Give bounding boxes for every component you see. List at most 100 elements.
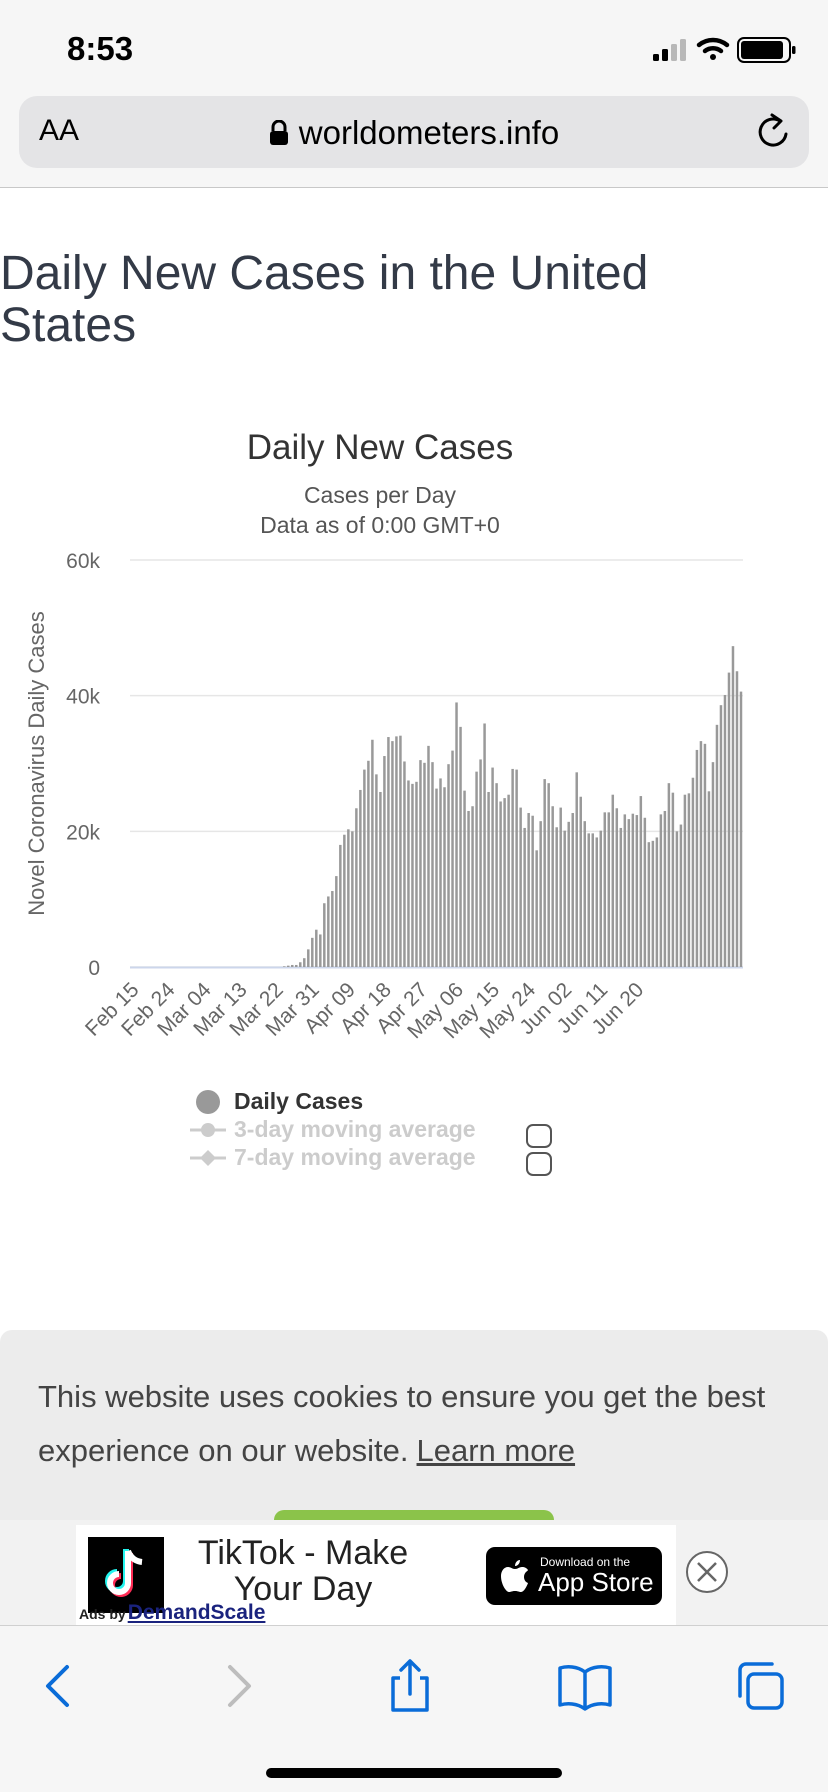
bar[interactable] bbox=[527, 813, 530, 967]
bar[interactable] bbox=[691, 777, 695, 967]
bar[interactable] bbox=[475, 771, 478, 967]
bar[interactable] bbox=[483, 723, 486, 967]
bar[interactable] bbox=[283, 966, 286, 967]
toggle-3day-checkbox[interactable] bbox=[526, 1124, 552, 1148]
bar[interactable] bbox=[311, 937, 314, 967]
bar[interactable] bbox=[699, 741, 703, 967]
bar[interactable] bbox=[315, 929, 318, 967]
bar[interactable] bbox=[343, 834, 346, 967]
bar[interactable] bbox=[719, 705, 723, 967]
bar[interactable] bbox=[611, 794, 615, 967]
reload-icon[interactable] bbox=[753, 112, 793, 152]
bar[interactable] bbox=[543, 779, 546, 967]
bar[interactable] bbox=[675, 831, 679, 967]
bar[interactable] bbox=[375, 774, 378, 967]
bar[interactable] bbox=[371, 739, 374, 967]
bar[interactable] bbox=[367, 760, 370, 967]
bar[interactable] bbox=[383, 756, 386, 967]
bar[interactable] bbox=[335, 876, 338, 967]
bar[interactable] bbox=[427, 745, 430, 967]
bar[interactable] bbox=[615, 808, 619, 967]
legend-item-3day-average[interactable]: 3-day moving average bbox=[190, 1116, 590, 1144]
forward-icon[interactable] bbox=[206, 1656, 266, 1716]
toggle-7day-checkbox[interactable] bbox=[526, 1152, 552, 1176]
bar[interactable] bbox=[727, 672, 731, 967]
bar[interactable] bbox=[563, 830, 566, 967]
bar[interactable] bbox=[307, 949, 310, 967]
bar[interactable] bbox=[299, 962, 302, 967]
bar[interactable] bbox=[579, 796, 582, 967]
bar[interactable] bbox=[551, 806, 554, 967]
bar[interactable] bbox=[663, 810, 667, 967]
bar[interactable] bbox=[491, 767, 494, 967]
bar[interactable] bbox=[479, 759, 482, 967]
bar[interactable] bbox=[619, 827, 623, 967]
bar[interactable] bbox=[435, 788, 438, 967]
bar[interactable] bbox=[431, 762, 434, 967]
bar[interactable] bbox=[639, 796, 643, 967]
bar[interactable] bbox=[595, 837, 599, 967]
back-icon[interactable] bbox=[31, 1656, 91, 1716]
bar[interactable] bbox=[683, 794, 687, 967]
bar[interactable] bbox=[459, 726, 462, 967]
bar[interactable] bbox=[331, 891, 334, 967]
bar[interactable] bbox=[455, 702, 458, 967]
bar[interactable] bbox=[447, 764, 450, 967]
address-bar[interactable]: AA worldometers.info bbox=[19, 96, 809, 168]
bar[interactable] bbox=[511, 768, 514, 967]
bar[interactable] bbox=[703, 743, 707, 967]
bar[interactable] bbox=[355, 808, 358, 967]
bar[interactable] bbox=[659, 814, 663, 967]
bar[interactable] bbox=[687, 793, 691, 967]
url-display[interactable]: worldometers.info bbox=[19, 114, 809, 152]
bar[interactable] bbox=[503, 798, 506, 967]
bar[interactable] bbox=[655, 837, 659, 967]
app-store-badge[interactable]: Download on the App Store bbox=[486, 1547, 662, 1605]
ad-content[interactable]: TikTok - Make Your Day Download on the A… bbox=[76, 1525, 676, 1625]
ads-brand[interactable]: DemandScale bbox=[127, 1601, 266, 1624]
bar[interactable] bbox=[507, 794, 510, 967]
bar[interactable] bbox=[403, 761, 406, 967]
bar[interactable] bbox=[631, 813, 635, 967]
bar[interactable] bbox=[623, 814, 627, 967]
bar[interactable] bbox=[359, 789, 362, 967]
bar[interactable] bbox=[603, 812, 607, 967]
bar[interactable] bbox=[723, 694, 727, 967]
bar[interactable] bbox=[495, 783, 498, 967]
bar[interactable] bbox=[559, 807, 562, 967]
bar[interactable] bbox=[647, 842, 651, 967]
bar[interactable] bbox=[715, 724, 719, 967]
legend-item-daily-cases[interactable]: Daily Cases bbox=[190, 1088, 590, 1116]
bar[interactable] bbox=[295, 964, 298, 967]
bar[interactable] bbox=[635, 815, 639, 967]
bar[interactable] bbox=[607, 812, 611, 967]
bar[interactable] bbox=[567, 821, 570, 967]
bar[interactable] bbox=[423, 762, 426, 967]
learn-more-link[interactable]: Learn more bbox=[416, 1433, 576, 1468]
bar[interactable] bbox=[467, 810, 470, 967]
legend-item-7day-average[interactable]: 7-day moving average bbox=[190, 1144, 590, 1172]
bar[interactable] bbox=[323, 903, 326, 967]
bar[interactable] bbox=[351, 831, 354, 967]
bar[interactable] bbox=[443, 787, 446, 967]
tabs-icon[interactable] bbox=[730, 1656, 790, 1716]
bar[interactable] bbox=[587, 833, 590, 967]
bar[interactable] bbox=[287, 965, 290, 967]
bar[interactable] bbox=[419, 760, 422, 967]
bar[interactable] bbox=[399, 735, 402, 967]
bar[interactable] bbox=[339, 844, 342, 967]
bar[interactable] bbox=[667, 783, 671, 967]
bar[interactable] bbox=[523, 827, 526, 967]
bar[interactable] bbox=[671, 792, 675, 967]
bar[interactable] bbox=[471, 806, 474, 967]
bar[interactable] bbox=[695, 749, 699, 967]
bar[interactable] bbox=[463, 790, 466, 967]
bar[interactable] bbox=[415, 781, 418, 967]
bar[interactable] bbox=[363, 769, 366, 967]
bar[interactable] bbox=[411, 783, 414, 967]
bar[interactable] bbox=[599, 830, 603, 967]
bar[interactable] bbox=[291, 964, 294, 967]
bar[interactable] bbox=[395, 736, 398, 967]
bar[interactable] bbox=[571, 813, 574, 967]
bar[interactable] bbox=[327, 896, 330, 967]
